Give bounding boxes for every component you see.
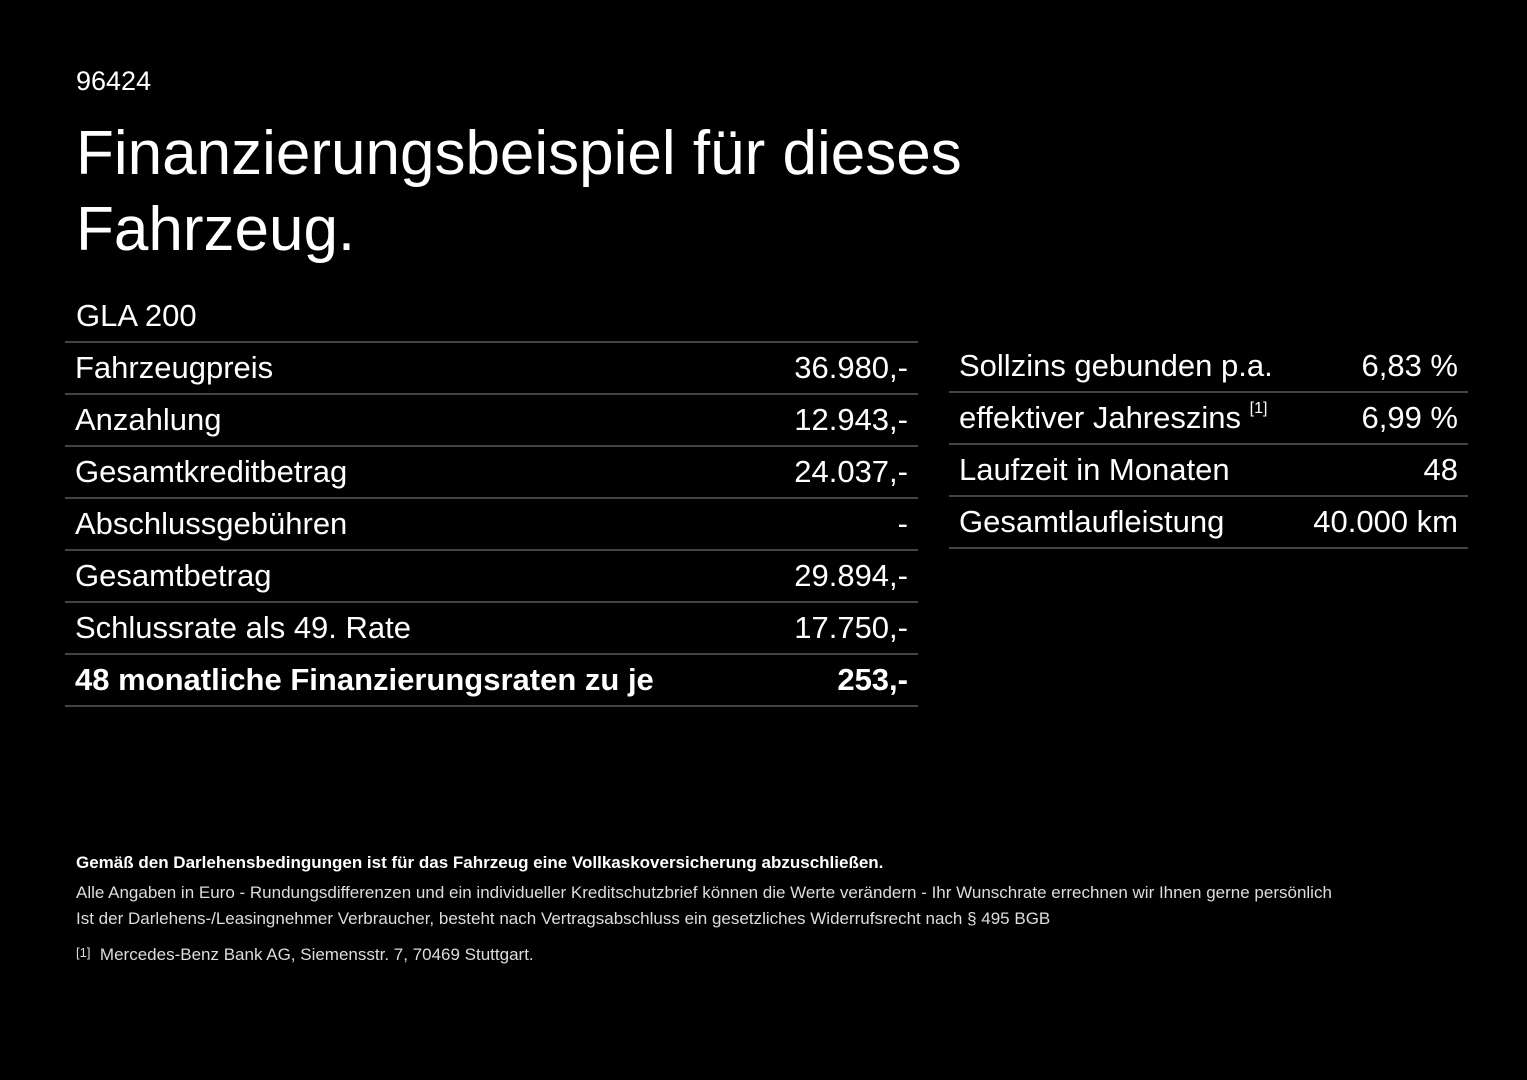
row-value: 36.980,- xyxy=(762,342,918,395)
label-text: Abschlussgebühren xyxy=(75,506,348,541)
label-text: effektiver Jahreszins xyxy=(959,400,1241,435)
label-text: Gesamtbetrag xyxy=(75,558,272,593)
row-label: Gesamtlaufleistung xyxy=(949,496,1297,549)
row-label: Anzahlung xyxy=(65,394,763,447)
row-value: 29.894,- xyxy=(762,550,918,603)
label-text: Sollzins gebunden p.a. xyxy=(959,348,1273,383)
row-label: Sollzins gebunden p.a. xyxy=(949,341,1297,393)
row: 48 monatliche Finanzierungsraten zu je 25… xyxy=(65,654,918,707)
row-label: Gesamtkreditbetrag xyxy=(65,446,763,499)
row: Gesamtlaufleistung 40.000 km xyxy=(949,496,1468,549)
label-text: Anzahlung xyxy=(75,402,222,437)
row-value: 6,83 % xyxy=(1296,341,1468,393)
row-value: 17.750,- xyxy=(762,602,918,655)
title: Fahrzeug. xyxy=(76,195,356,264)
footer-text: Alle Angaben in Euro - Rundungsdifferenz… xyxy=(76,883,1332,902)
row: Abschlussgebühren - xyxy=(65,498,918,551)
label-text: Schlussrate als 49. Rate xyxy=(75,610,412,645)
row: effektiver Jahreszins [1] 6,99 % xyxy=(949,392,1468,445)
row-value: 24.037,- xyxy=(762,446,918,499)
row-label: 48 monatliche Finanzierungsraten zu je xyxy=(65,654,763,707)
footnote-mark: [1] xyxy=(76,945,91,960)
label-text: Laufzeit in Monaten xyxy=(959,452,1230,487)
footnote-ref: [1] xyxy=(1249,400,1268,417)
row-value: 40.000 km xyxy=(1296,496,1468,549)
row-value: - xyxy=(762,498,918,551)
label-text: Fahrzeugpreis xyxy=(75,350,274,385)
row-value: 6,99 % xyxy=(1296,392,1468,445)
code: 96424 xyxy=(76,66,152,96)
footnote-text: Mercedes-Benz Bank AG, Siemensstr. 7, 70… xyxy=(99,945,534,964)
row-label: effektiver Jahreszins [1] xyxy=(949,392,1297,445)
left-table: Fahrzeugpreis 36.980,- Anzahlung 12.943,- Ge… xyxy=(65,341,918,707)
row-label: Laufzeit in Monaten xyxy=(949,444,1297,497)
row-label: Abschlussgebühren xyxy=(65,498,763,551)
label-text: Gesamtkreditbetrag xyxy=(75,454,348,489)
row: Anzahlung 12.943,- xyxy=(65,394,918,447)
row: Sollzins gebunden p.a. 6,83 % xyxy=(949,341,1468,393)
right-table: Sollzins gebunden p.a. 6,83 % effektiver J… xyxy=(949,341,1468,549)
footer-text: Ist der Darlehens-/Leasingnehmer Verbrau… xyxy=(76,909,1051,928)
model: GLA 200 xyxy=(76,298,197,333)
row: Fahrzeugpreis 36.980,- xyxy=(65,342,918,395)
row-value: 12.943,- xyxy=(762,394,918,447)
row: Laufzeit in Monaten 48 xyxy=(949,444,1468,497)
row-label: Gesamtbetrag xyxy=(65,550,763,603)
title: Finanzierungsbeispiel für dieses xyxy=(76,119,962,188)
row-label: Schlussrate als 49. Rate xyxy=(65,602,763,655)
row: Gesamtbetrag 29.894,- xyxy=(65,550,918,603)
label-text: 48 monatliche Finanzierungsraten zu je xyxy=(75,662,654,697)
row-value: 253,- xyxy=(762,654,918,707)
footer-bold: Gemäß den Darlehensbedingungen ist für d… xyxy=(76,853,884,872)
label-text: Gesamtlaufleistung xyxy=(959,504,1225,539)
row-value: 48 xyxy=(1296,444,1468,497)
row: Schlussrate als 49. Rate 17.750,- xyxy=(65,602,918,655)
footnote: [1] Mercedes-Benz Bank AG, Siemensstr. 7… xyxy=(76,945,534,965)
row-label: Fahrzeugpreis xyxy=(65,342,763,395)
row: Gesamtkreditbetrag 24.037,- xyxy=(65,446,918,499)
